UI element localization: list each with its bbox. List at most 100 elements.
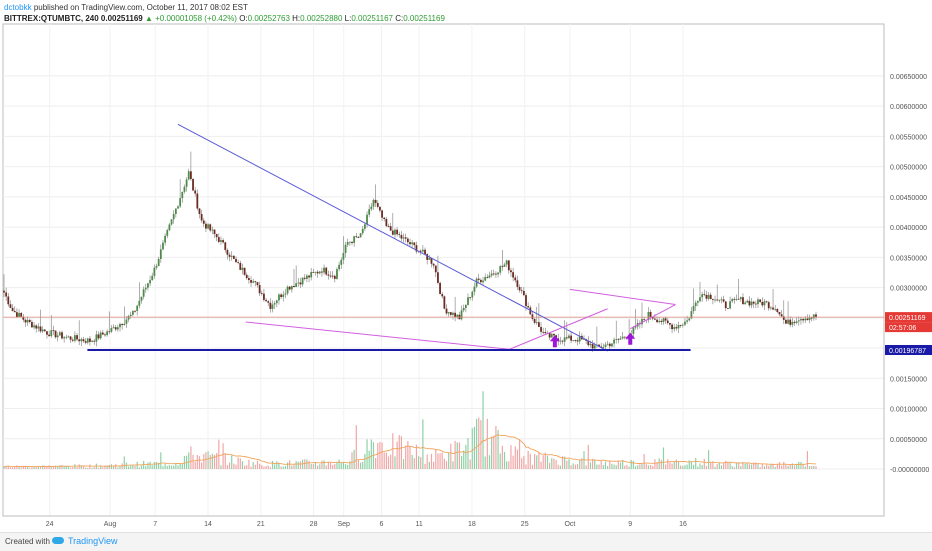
volume-bar [295, 461, 297, 470]
candle-body [138, 300, 141, 306]
x-tick-label: 24 [46, 521, 54, 528]
tradingview-brand-link[interactable]: TradingView [68, 536, 118, 546]
candle-body [512, 272, 515, 278]
volume-bar [774, 466, 776, 470]
support-label: 0.00196787 [889, 348, 926, 355]
candle-body [772, 307, 774, 310]
candle-body [104, 334, 106, 336]
volume-bar [209, 454, 211, 470]
candle-body [288, 286, 291, 290]
candle-body [415, 245, 418, 252]
volume-bar [76, 467, 78, 470]
candle-body [475, 278, 478, 287]
author-link[interactable]: dctobkk [4, 3, 32, 12]
candle-body [323, 267, 325, 273]
volume-bar [411, 454, 413, 470]
volume-bar [67, 466, 70, 470]
volume-bar [740, 466, 742, 470]
volume-bar [458, 442, 461, 470]
candle-body [7, 296, 10, 305]
candle-body [671, 324, 673, 330]
volume-bar [110, 464, 113, 470]
volume-bar [263, 466, 265, 470]
volume-bar [624, 465, 626, 470]
candle-body [121, 323, 124, 326]
candle-body [33, 325, 35, 328]
volume-bar [716, 463, 718, 470]
volume-bar [370, 439, 372, 470]
candle-body [342, 253, 345, 260]
trendline-triangle-bottom [630, 304, 676, 330]
volume-bar [718, 462, 720, 470]
candle-body [606, 343, 609, 345]
volume-bar [521, 458, 523, 470]
candle-body [767, 302, 770, 309]
candle-body [505, 260, 508, 265]
candle-body [235, 258, 237, 263]
candle-body [76, 335, 78, 340]
volume-bar [486, 418, 488, 470]
volume-bar [405, 445, 407, 470]
volume-bar [50, 467, 52, 470]
candle-body [5, 292, 8, 297]
candle-body [97, 334, 100, 339]
candle-body [273, 303, 276, 305]
volume-bar [11, 467, 14, 470]
volume-bar [213, 454, 216, 470]
volume-bar [510, 445, 512, 470]
volume-bar [692, 464, 695, 470]
volume-bar [162, 466, 164, 470]
candle-body [125, 319, 128, 324]
volume-bar [97, 467, 100, 470]
volume-bar [591, 458, 594, 470]
candle-body [149, 280, 151, 284]
volume-bar [18, 466, 20, 470]
candle-body [774, 309, 777, 310]
candle-body [144, 287, 147, 290]
volume-bar [241, 461, 244, 470]
volume-bar [544, 452, 546, 470]
publish-line: dctobkk published on TradingView.com, Oc… [4, 2, 445, 13]
candle-body [357, 237, 360, 238]
candle-body [185, 179, 188, 187]
volume-bar [115, 464, 117, 470]
candle-body [351, 241, 353, 243]
candle-body [709, 294, 712, 300]
volume-bar [701, 465, 703, 470]
volume-bars [3, 391, 817, 470]
volume-bar [334, 463, 336, 470]
candle-body [467, 297, 469, 305]
candle-body [211, 229, 214, 231]
candle-body [363, 224, 366, 229]
open-label: O: [239, 14, 248, 23]
candle-body [56, 335, 59, 338]
candle-body [187, 171, 190, 180]
candle-body [795, 321, 798, 323]
plot-area [2, 23, 885, 517]
price-chart[interactable]: 0.00650000 0.00600000 0.00550000 0.00500000… [0, 0, 932, 532]
candle-body [31, 321, 33, 328]
candle-body [593, 345, 596, 349]
volume-bar [598, 464, 600, 470]
candle-body [224, 242, 227, 250]
candle-body [370, 206, 373, 210]
volume-bar [493, 435, 495, 470]
x-tick-label: 28 [310, 521, 318, 528]
candle-body [533, 318, 536, 323]
candle-body [621, 336, 624, 339]
candle-body [615, 339, 618, 340]
volume-bar [42, 465, 44, 470]
volume-bar [488, 455, 491, 470]
volume-bar [714, 466, 716, 470]
volume-bar [265, 466, 267, 470]
candle-body [413, 242, 416, 246]
volume-bar [151, 465, 153, 470]
volume-bar [325, 465, 327, 470]
volume-bar [149, 461, 151, 470]
candle-body [20, 312, 23, 317]
candle-body [688, 318, 691, 321]
volume-bar [428, 461, 430, 470]
volume-bar [319, 464, 321, 470]
volume-bar [630, 459, 632, 470]
volume-bar [800, 461, 802, 470]
